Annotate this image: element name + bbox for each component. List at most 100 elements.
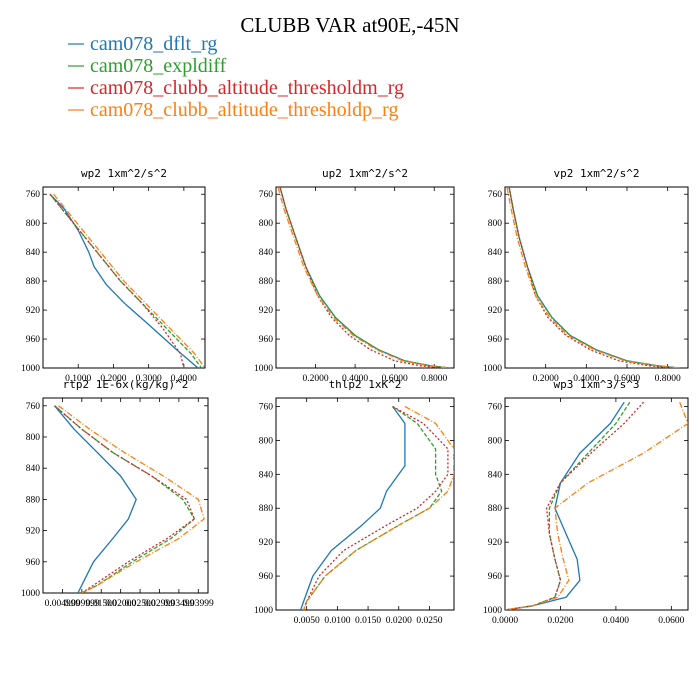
y-tick-label: 840 — [488, 248, 503, 258]
y-tick-label: 960 — [26, 335, 41, 345]
y-tick-label: 880 — [488, 504, 503, 514]
legend: cam078_dflt_rgcam078_expldiffcam078_club… — [68, 33, 404, 121]
series-line-cam078_clubb_altitude_thresholdp_rg — [53, 193, 205, 368]
x-tick-label: 0.8000 — [421, 374, 447, 384]
series-line-cam078_clubb_altitude_thresholdm_rg — [505, 401, 645, 610]
y-tick-label: 880 — [259, 504, 274, 514]
panel-title: wp3 1xm^3/s^3 — [553, 378, 639, 391]
y-tick-label: 1000 — [254, 364, 273, 374]
y-tick-label: 800 — [259, 436, 274, 446]
panel: wp2 1xm^2/s^2 760 800 840 880 920 960 1000 0.100… — [21, 167, 206, 384]
series-line-cam078_expldiff — [54, 405, 196, 593]
y-tick-label: 840 — [259, 248, 274, 258]
series-line-cam078_dflt_rg — [54, 405, 137, 593]
y-tick-label: 880 — [488, 277, 503, 287]
y-tick-label: 800 — [488, 436, 503, 446]
series-line-cam078_dflt_rg — [299, 406, 406, 610]
y-tick-label: 920 — [488, 306, 503, 316]
y-tick-label: 840 — [259, 470, 274, 480]
y-tick-label: 800 — [26, 219, 41, 229]
y-tick-label: 1000 — [483, 364, 502, 374]
x-tick-label: 0.4000 — [573, 374, 599, 384]
series-line-cam078_expldiff — [505, 401, 631, 610]
series-line-cam078_expldiff — [49, 193, 203, 368]
y-tick-label: 1000 — [483, 606, 502, 616]
y-tick-label: 800 — [488, 219, 503, 229]
y-tick-label: 840 — [488, 470, 503, 480]
y-tick-label: 880 — [26, 495, 41, 505]
panel-title: up2 1xm^2/s^2 — [322, 167, 408, 180]
y-tick-label: 1000 — [254, 606, 273, 616]
series-line-cam078_clubb_altitude_thresholdp_rg — [277, 187, 451, 368]
x-tick-label: 0.02999 — [144, 599, 175, 609]
panel: up2 1xm^2/s^2 760 800 840 880 920 960 1000 0.200… — [254, 167, 455, 384]
y-tick-label: 760 — [488, 190, 503, 200]
plot-frame — [275, 186, 455, 369]
x-tick-label: 0.0200 — [386, 616, 412, 626]
panel: vp2 1xm^2/s^2 760 800 840 880 920 960 1000 0.200… — [483, 167, 689, 384]
panel-title: rtp2 1E-6x(kg/kg)^2 — [63, 378, 189, 391]
panels: wp2 1xm^2/s^2 760 800 840 880 920 960 1000 0.100… — [21, 167, 689, 626]
series-line-cam078_clubb_altitude_thresholdp_rg — [58, 405, 205, 593]
x-tick-label: 0.0000 — [492, 616, 518, 626]
panel-title: thlp2 1xK^2 — [329, 378, 402, 391]
x-tick-label: 0.8000 — [655, 374, 681, 384]
series-line-cam078_clubb_altitude_thresholdp_rg — [506, 187, 680, 368]
legend-entry: cam078_clubb_altitude_thresholdp_rg — [90, 99, 398, 121]
x-tick-label: 0.4000 — [342, 374, 368, 384]
x-tick-label: 0.6000 — [382, 374, 408, 384]
x-tick-label: 0.004999 — [45, 599, 81, 609]
y-tick-label: 760 — [259, 190, 274, 200]
y-tick-label: 880 — [26, 277, 41, 287]
x-tick-label: 0.0400 — [603, 616, 629, 626]
y-tick-label: 960 — [488, 572, 503, 582]
series-line-cam078_clubb_altitude_thresholdm_rg — [49, 193, 185, 368]
x-tick-label: 0.6000 — [614, 374, 640, 384]
panel-title: vp2 1xm^2/s^2 — [553, 167, 639, 180]
y-tick-label: 800 — [26, 433, 41, 443]
series-line-cam078_clubb_altitude_thresholdm_rg — [54, 405, 196, 593]
x-tick-label: 0.009999 — [64, 599, 100, 609]
y-tick-label: 960 — [259, 572, 274, 582]
y-tick-label: 960 — [259, 335, 274, 345]
y-tick-label: 1000 — [21, 364, 40, 374]
series-line-cam078_clubb_altitude_thresholdp_rg — [505, 401, 688, 610]
series-line-cam078_clubb_altitude_thresholdm_rg — [302, 405, 449, 610]
legend-entry: cam078_dflt_rg — [90, 33, 217, 55]
panel-title: wp2 1xm^2/s^2 — [81, 167, 167, 180]
y-tick-label: 920 — [259, 538, 274, 548]
y-tick-label: 840 — [26, 248, 41, 258]
plot-frame — [504, 186, 689, 369]
series-line-cam078_expldiff — [279, 187, 451, 368]
x-tick-label: 0.4000 — [171, 374, 197, 384]
plot-frame — [42, 397, 209, 594]
series-line-cam078_dflt_rg — [508, 187, 680, 368]
x-tick-label: 0.02500 — [125, 599, 156, 609]
y-tick-label: 920 — [26, 527, 41, 537]
plot-frame — [275, 397, 455, 611]
y-tick-label: 920 — [26, 306, 41, 316]
x-tick-label: 0.02000 — [105, 599, 136, 609]
series-line-cam078_clubb_altitude_thresholdm_rg — [279, 187, 445, 368]
series-line-cam078_expldiff — [508, 187, 680, 368]
x-tick-label: 0.03999 — [183, 599, 214, 609]
x-tick-label: 0.0250 — [416, 616, 442, 626]
y-tick-label: 840 — [26, 464, 41, 474]
series-line-cam078_clubb_altitude_thresholdm_rg — [508, 187, 674, 368]
panel: thlp2 1xK^2 760 800 840 880 920 960 1000 0.0050 0… — [254, 378, 455, 626]
x-tick-label: 0.0200 — [547, 616, 573, 626]
series-line-cam078_clubb_altitude_thresholdp_rg — [302, 405, 454, 610]
series-line-cam078_dflt_rg — [505, 401, 625, 610]
y-tick-label: 760 — [488, 402, 503, 412]
y-tick-label: 880 — [259, 277, 274, 287]
y-tick-label: 800 — [259, 219, 274, 229]
x-tick-label: 0.0600 — [658, 616, 684, 626]
y-tick-label: 760 — [26, 190, 41, 200]
series-line-cam078_expldiff — [302, 405, 443, 610]
y-tick-label: 920 — [259, 306, 274, 316]
y-tick-label: 760 — [26, 402, 41, 412]
y-tick-label: 960 — [26, 558, 41, 568]
plot-frame — [42, 186, 206, 369]
legend-entry: cam078_clubb_altitude_thresholdm_rg — [90, 77, 404, 99]
